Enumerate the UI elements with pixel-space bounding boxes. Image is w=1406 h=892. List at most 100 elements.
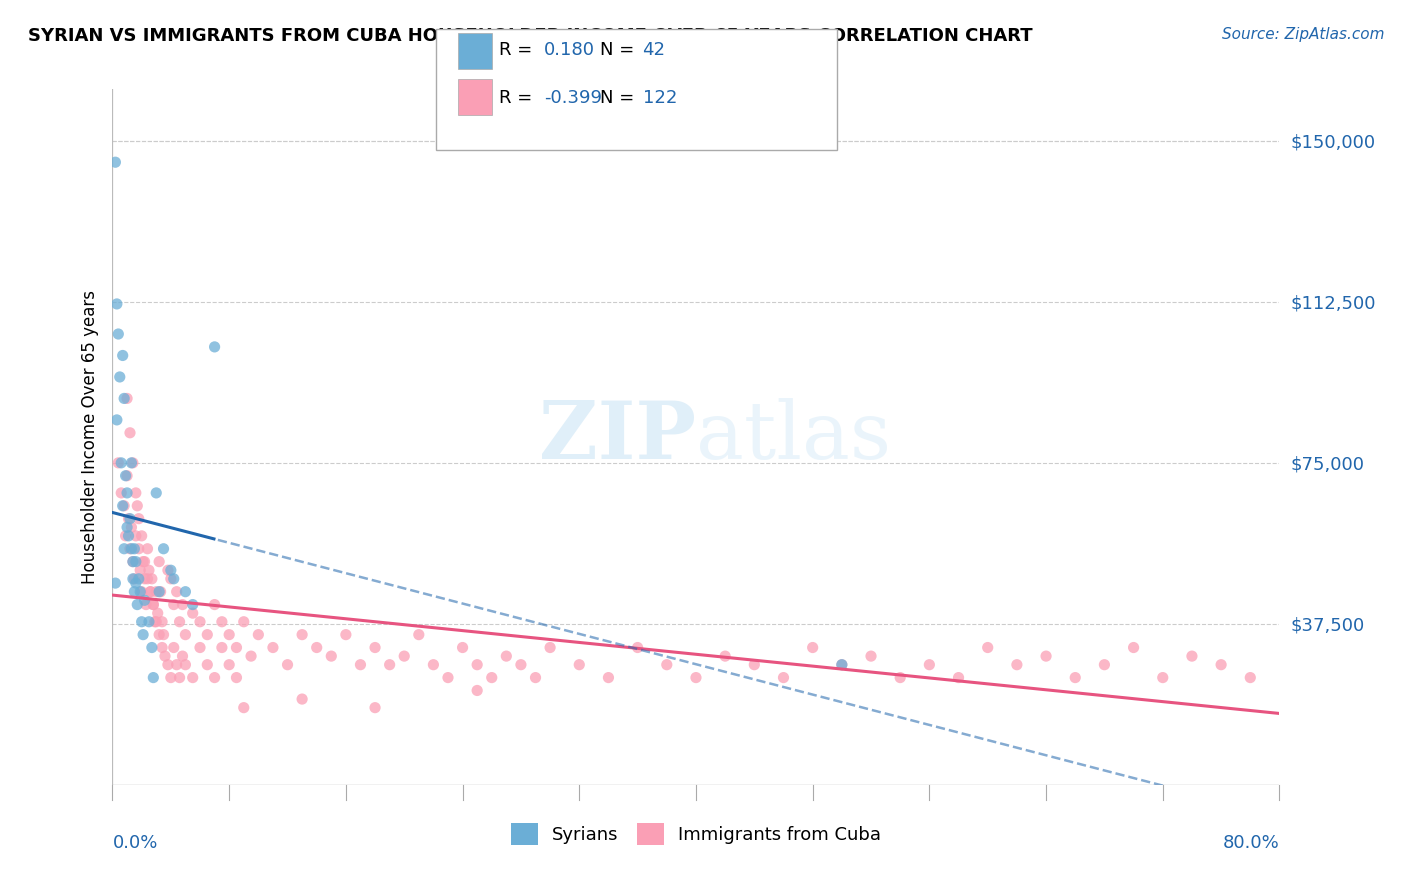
Point xyxy=(204,340,226,354)
Point xyxy=(145,584,167,599)
Point xyxy=(143,615,166,629)
Point xyxy=(124,541,146,556)
Point xyxy=(150,615,173,629)
Point xyxy=(1064,671,1087,685)
Point xyxy=(128,541,150,556)
Point xyxy=(105,413,128,427)
Point xyxy=(132,627,155,641)
Text: 122: 122 xyxy=(643,89,676,107)
Point xyxy=(364,700,387,714)
Point xyxy=(181,671,204,685)
Point xyxy=(218,627,240,641)
Text: R =: R = xyxy=(499,89,538,107)
Point xyxy=(128,511,150,525)
Point xyxy=(104,576,127,591)
Point xyxy=(135,598,157,612)
Point xyxy=(831,657,853,672)
Point xyxy=(152,541,174,556)
Point xyxy=(120,520,142,534)
Point xyxy=(247,627,270,641)
Point xyxy=(524,671,547,685)
Point xyxy=(136,541,159,556)
Point xyxy=(181,598,204,612)
Point xyxy=(451,640,474,655)
Point xyxy=(136,572,159,586)
Text: Source: ZipAtlas.com: Source: ZipAtlas.com xyxy=(1222,27,1385,42)
Point xyxy=(232,615,254,629)
Point xyxy=(655,657,678,672)
Point xyxy=(112,499,135,513)
Point xyxy=(138,615,160,629)
Point xyxy=(291,692,314,706)
Point xyxy=(107,326,129,341)
Point xyxy=(145,486,167,500)
Text: N =: N = xyxy=(600,41,640,59)
Point xyxy=(152,627,174,641)
Point xyxy=(120,541,142,556)
Point xyxy=(232,700,254,714)
Point xyxy=(211,640,233,655)
Text: 0.180: 0.180 xyxy=(544,41,595,59)
Point xyxy=(495,649,517,664)
Point xyxy=(129,584,152,599)
Point xyxy=(142,671,165,685)
Point xyxy=(276,657,298,672)
Point xyxy=(117,511,139,525)
Legend: Syrians, Immigrants from Cuba: Syrians, Immigrants from Cuba xyxy=(503,816,889,853)
Point xyxy=(685,671,707,685)
Point xyxy=(394,649,416,664)
Point xyxy=(174,657,197,672)
Point xyxy=(141,640,163,655)
Point xyxy=(291,627,314,641)
Point xyxy=(1181,649,1204,664)
Point xyxy=(364,640,387,655)
Text: N =: N = xyxy=(600,89,640,107)
Point xyxy=(976,640,998,655)
Point xyxy=(118,511,141,525)
Point xyxy=(148,555,170,569)
Text: R =: R = xyxy=(499,41,538,59)
Text: 0.0%: 0.0% xyxy=(112,834,157,852)
Point xyxy=(211,615,233,629)
Point xyxy=(104,155,127,169)
Point xyxy=(139,584,162,599)
Point xyxy=(349,657,371,672)
Point xyxy=(142,598,165,612)
Point xyxy=(125,529,148,543)
Point xyxy=(125,555,148,569)
Point xyxy=(218,657,240,672)
Point xyxy=(107,456,129,470)
Point xyxy=(174,627,197,641)
Point xyxy=(437,671,460,685)
Point xyxy=(169,615,191,629)
Point xyxy=(172,598,194,612)
Point xyxy=(204,671,226,685)
Point xyxy=(172,649,194,664)
Point xyxy=(156,563,179,577)
Point xyxy=(153,649,176,664)
Point xyxy=(148,584,170,599)
Point xyxy=(115,520,138,534)
Point xyxy=(163,598,186,612)
Point xyxy=(105,297,128,311)
Text: atlas: atlas xyxy=(696,398,891,476)
Text: 42: 42 xyxy=(643,41,665,59)
Point xyxy=(195,657,218,672)
Point xyxy=(305,640,328,655)
Point xyxy=(163,572,186,586)
Point xyxy=(509,657,531,672)
Point xyxy=(204,598,226,612)
Point xyxy=(131,529,153,543)
Point xyxy=(1122,640,1144,655)
Point xyxy=(128,572,150,586)
Point xyxy=(110,456,132,470)
Point xyxy=(1005,657,1028,672)
Point xyxy=(714,649,737,664)
Point xyxy=(120,456,142,470)
Point xyxy=(149,584,172,599)
Point xyxy=(188,615,211,629)
Point xyxy=(129,563,152,577)
Point xyxy=(146,606,169,620)
Point xyxy=(627,640,650,655)
Point xyxy=(160,572,183,586)
